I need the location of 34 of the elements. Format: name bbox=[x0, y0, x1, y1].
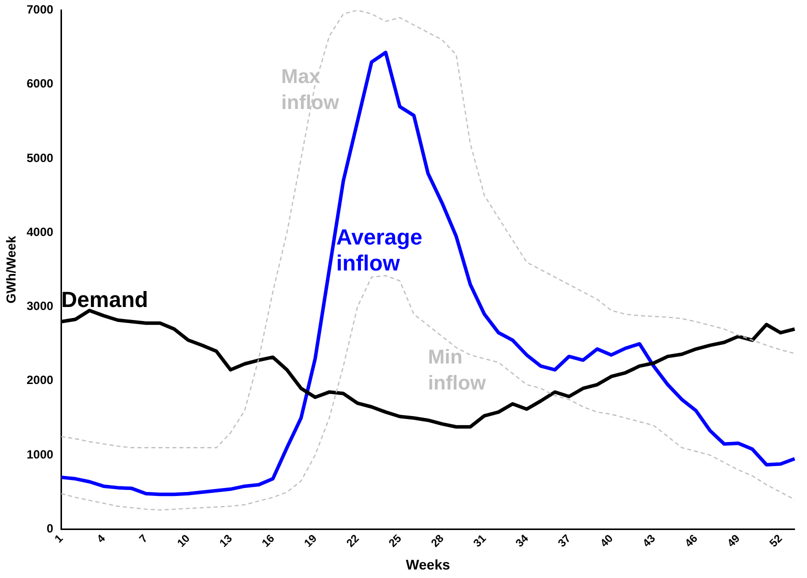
line-series bbox=[60, 275, 796, 511]
x-tick-label: 52 bbox=[768, 532, 785, 550]
x-tick-label: 49 bbox=[725, 532, 743, 550]
series-label: Demand bbox=[61, 286, 148, 312]
x-tick-label: 22 bbox=[344, 532, 362, 550]
y-tick-label: 0 bbox=[46, 522, 54, 536]
series-label: Max inflow bbox=[281, 66, 340, 114]
x-tick-label: 16 bbox=[260, 532, 278, 550]
y-tick-label: 1000 bbox=[26, 447, 54, 462]
y-axis-title: GWh/Week bbox=[3, 235, 18, 304]
y-tick-label: 2000 bbox=[26, 373, 54, 388]
x-axis-title: Weeks bbox=[406, 556, 450, 572]
x-tick-label: 34 bbox=[514, 532, 532, 550]
x-tick-label: 28 bbox=[429, 532, 446, 550]
x-tick-label: 40 bbox=[598, 532, 616, 550]
line-series bbox=[60, 10, 796, 448]
x-tick-label: 31 bbox=[472, 532, 489, 550]
series-label: Average inflow bbox=[336, 224, 422, 276]
y-tick-label: 4000 bbox=[26, 224, 54, 239]
x-tick-label: 43 bbox=[640, 532, 658, 550]
x-tick-label: 25 bbox=[386, 532, 404, 550]
y-tick-label: 7000 bbox=[26, 2, 54, 17]
x-tick-label: 46 bbox=[683, 532, 700, 550]
y-tick-label: 5000 bbox=[26, 150, 54, 165]
x-tick-label: 37 bbox=[556, 532, 574, 550]
x-tick-label: 10 bbox=[175, 532, 192, 550]
x-tick-label: 19 bbox=[302, 532, 320, 550]
y-tick-label: 3000 bbox=[26, 299, 54, 314]
x-tick-label: 13 bbox=[218, 532, 235, 550]
series-label: Min inflow bbox=[428, 346, 486, 394]
x-tick-label: 4 bbox=[95, 532, 108, 546]
x-tick-label: 1 bbox=[52, 532, 66, 546]
x-tick-label: 7 bbox=[137, 532, 150, 546]
y-tick-label: 6000 bbox=[26, 76, 54, 91]
